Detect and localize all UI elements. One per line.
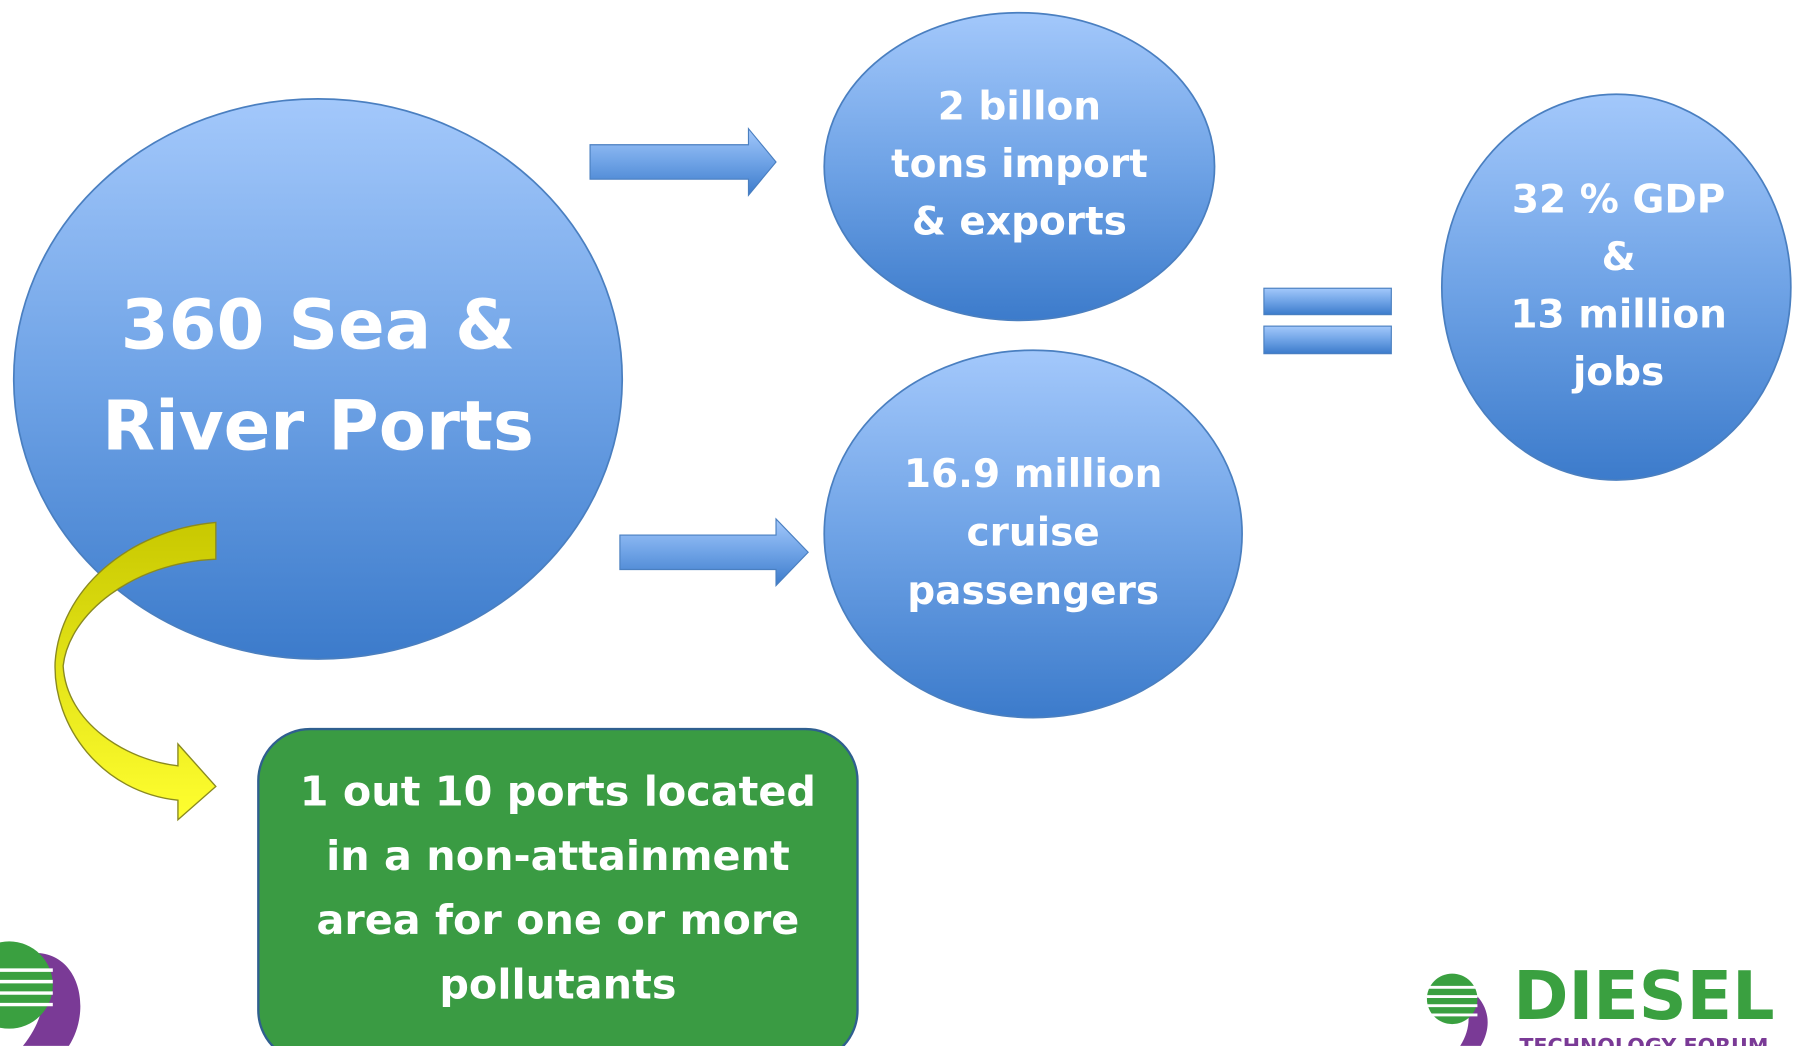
node-attainment bbox=[257, 727, 859, 1046]
node-label: 32 % GDP bbox=[1512, 178, 1726, 223]
node-tons bbox=[823, 11, 1216, 322]
logo-subtitle: TECHNOLOGY FORUM bbox=[1519, 1034, 1768, 1046]
node-cruise bbox=[823, 349, 1243, 719]
equals-bar bbox=[1263, 287, 1392, 316]
arrow bbox=[589, 127, 777, 197]
node-label: jobs bbox=[1571, 350, 1664, 395]
node-label: cruise bbox=[967, 511, 1100, 556]
logo-name: DIESEL bbox=[1513, 957, 1774, 1035]
node-label: River Ports bbox=[102, 387, 534, 467]
node-label: passengers bbox=[907, 569, 1159, 614]
curved-arrow bbox=[54, 521, 217, 822]
node-ports bbox=[12, 97, 624, 660]
node-label: 16.9 million bbox=[904, 452, 1163, 497]
node-label: & exports bbox=[912, 199, 1127, 244]
node-label: 13 million bbox=[1510, 292, 1727, 337]
node-label: tons import bbox=[891, 142, 1148, 187]
node-label: area for one or more bbox=[317, 896, 800, 944]
node-label: 360 Sea & bbox=[121, 286, 516, 366]
shapes bbox=[0, 11, 1792, 1046]
node-label: 1 out 10 ports located bbox=[300, 767, 816, 815]
node-label: in a non-attainment bbox=[326, 832, 790, 880]
left-logo bbox=[0, 941, 81, 1046]
labels: 360 Sea & River Ports 2 billon tons import &… bbox=[102, 85, 1727, 1009]
node-label: pollutants bbox=[439, 960, 676, 1008]
node-gdp bbox=[1440, 93, 1792, 481]
right-logo-mark bbox=[1426, 973, 1488, 1046]
node-label: 2 billon bbox=[938, 85, 1101, 130]
equals-bar bbox=[1263, 325, 1392, 355]
arrow bbox=[619, 517, 809, 587]
node-label: & bbox=[1602, 235, 1636, 280]
